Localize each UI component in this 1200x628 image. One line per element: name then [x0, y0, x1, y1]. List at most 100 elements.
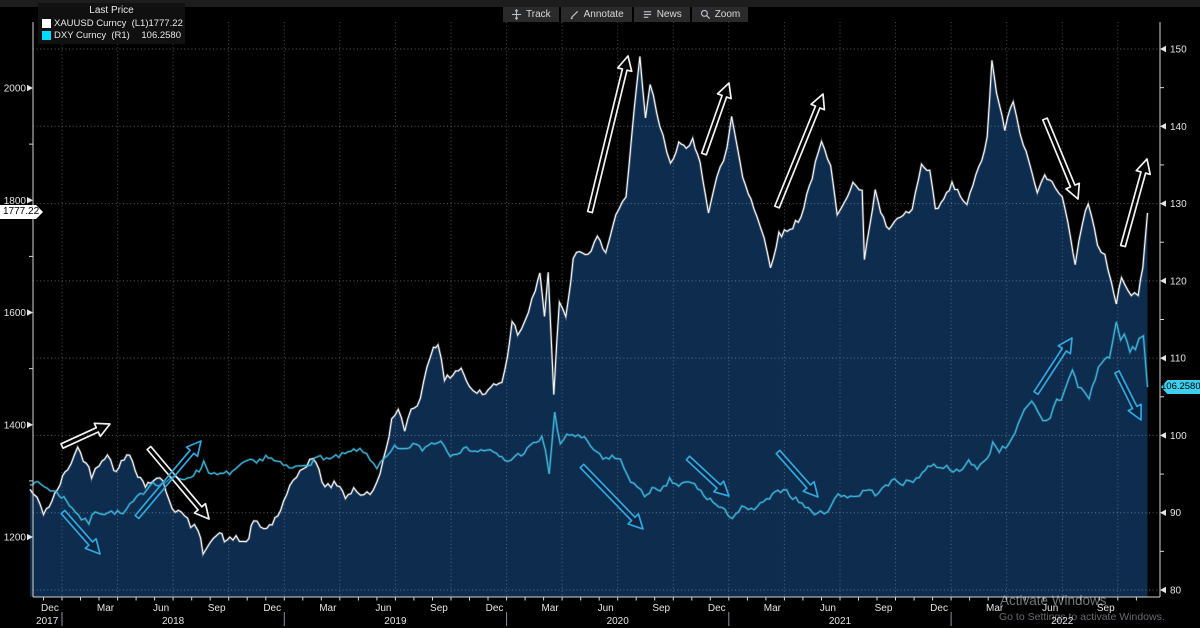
xauusd-axis: (L1): [131, 17, 149, 29]
white-trend-arrow[interactable]: [773, 93, 826, 209]
x-month-label: Sep: [208, 603, 226, 614]
left-axis-tick-arrow: [27, 533, 33, 541]
news-button[interactable]: News: [633, 7, 690, 22]
right-axis-tick-arrow: [1160, 277, 1166, 285]
white-trend-arrow[interactable]: [1119, 158, 1152, 248]
dxy-swatch: [42, 30, 51, 40]
right-axis-tick-arrow: [1160, 45, 1166, 53]
legend-title: Last Price: [89, 5, 134, 16]
right-axis-tick-arrow: [1160, 586, 1166, 594]
xauusd-last-price: 1777.22: [148, 17, 183, 29]
legend-row-xauusd[interactable]: XAUUSD Curncy (L1) 1777.22: [42, 17, 183, 29]
chart-toolbar: Track Annotate News Zoom: [503, 7, 749, 22]
track-label: Track: [526, 9, 551, 20]
right-axis-tick-arrow: [1160, 509, 1166, 516]
left-axis-tick-arrow: [27, 84, 33, 92]
white-trend-arrow[interactable]: [1041, 117, 1081, 200]
xauusd-line: [29, 56, 1149, 556]
zoom-icon: [700, 9, 711, 20]
dxy-axis: (R1): [111, 29, 130, 41]
right-axis-tick-label: 140: [1170, 122, 1187, 133]
dxy-last-price-tag: 106.2580: [1161, 380, 1200, 394]
news-label: News: [656, 9, 682, 20]
x-month-label: Dec: [708, 603, 726, 614]
left-axis-tick-label: 1200: [4, 533, 27, 544]
xauusd-area-fill: [30, 56, 1148, 597]
x-month-label: Dec: [263, 603, 281, 614]
left-axis-tick-label: 1800: [4, 196, 27, 207]
white-trend-arrow[interactable]: [60, 422, 111, 450]
x-month-label: Mar: [97, 603, 115, 614]
x-year-label: 2017: [36, 616, 59, 627]
blue-trend-arrow[interactable]: [60, 509, 101, 555]
xauusd-label: XAUUSD Curncy: [54, 17, 127, 29]
left-axis-tick-label: 1600: [4, 308, 27, 319]
left-axis-tick-arrow: [27, 197, 33, 204]
xauusd-swatch: [42, 18, 51, 28]
blue-trend-arrow[interactable]: [134, 440, 202, 520]
blue-trend-arrow[interactable]: [775, 449, 819, 498]
x-year-label: 2019: [384, 616, 407, 627]
left-axis-tick-arrow: [27, 309, 33, 316]
track-icon: [511, 9, 522, 20]
x-month-label: Sep: [1097, 603, 1115, 614]
x-month-label: Mar: [986, 603, 1004, 614]
x-year-label: 2022: [1051, 616, 1074, 627]
x-month-label: Jun: [153, 603, 169, 614]
blue-trend-arrow[interactable]: [1114, 370, 1143, 421]
left-axis-tick-arrow: [27, 421, 33, 428]
xauusd-last-price-tag: 1777.22: [0, 205, 43, 219]
x-month-label: Dec: [486, 603, 504, 614]
x-month-label: Mar: [541, 603, 559, 614]
x-month-label: Dec: [41, 603, 59, 614]
left-axis-tick-label: 2000: [4, 84, 27, 95]
blue-trend-arrow[interactable]: [579, 463, 644, 530]
x-month-label: Dec: [930, 603, 948, 614]
right-axis-tick-label: 90: [1170, 508, 1182, 519]
x-month-label: Mar: [319, 603, 337, 614]
zoom-label: Zoom: [714, 9, 741, 20]
right-axis-tick-label: 100: [1170, 431, 1187, 442]
annotate-button[interactable]: Annotate: [560, 7, 632, 22]
top-strip: [0, 0, 1200, 7]
x-month-label: Jun: [375, 603, 391, 614]
dxy-last-price: 106.2580: [141, 29, 181, 41]
right-axis-tick-label: 150: [1170, 45, 1187, 56]
x-month-label: Mar: [764, 603, 782, 614]
x-month-label: Sep: [875, 603, 893, 614]
dxy-line: [29, 321, 1149, 526]
white-trend-arrow[interactable]: [586, 55, 633, 214]
right-axis-tick-arrow: [1160, 432, 1166, 439]
blue-trend-arrow[interactable]: [1033, 337, 1073, 396]
x-year-label: 2018: [162, 616, 185, 627]
right-axis-tick-label: 80: [1170, 586, 1182, 597]
x-month-label: Jun: [598, 603, 614, 614]
right-axis-tick-label: 110: [1170, 354, 1186, 365]
activate-windows-watermark: Activate Windows: [1000, 593, 1107, 608]
right-axis-tick-arrow: [1160, 354, 1166, 362]
white-trend-arrow[interactable]: [146, 445, 210, 520]
x-month-label: Jun: [820, 603, 836, 614]
dxy-label: DXY Curncy: [54, 29, 107, 41]
white-trend-arrow[interactable]: [700, 82, 732, 156]
track-button[interactable]: Track: [503, 7, 559, 22]
right-axis-tick-label: 120: [1170, 276, 1187, 287]
chart-legend: Last Price XAUUSD Curncy (L1) 1777.22 DX…: [38, 3, 185, 44]
x-month-label: Jun: [1042, 603, 1058, 614]
x-month-label: Sep: [430, 603, 448, 614]
left-axis-tick-label: 1400: [4, 420, 27, 431]
annotate-label: Annotate: [583, 9, 624, 20]
x-year-label: 2020: [607, 616, 630, 627]
x-month-label: Sep: [652, 603, 670, 614]
news-icon: [642, 9, 653, 20]
zoom-button[interactable]: Zoom: [691, 7, 749, 22]
right-axis-tick-arrow: [1160, 123, 1166, 130]
right-axis-tick-label: 130: [1170, 199, 1187, 210]
x-year-label: 2021: [829, 616, 852, 627]
annotate-icon: [569, 9, 580, 20]
legend-row-dxy[interactable]: DXY Curncy (R1) 106.2580: [42, 29, 181, 41]
right-axis-tick-arrow: [1160, 200, 1166, 207]
blue-trend-arrow[interactable]: [685, 455, 730, 497]
